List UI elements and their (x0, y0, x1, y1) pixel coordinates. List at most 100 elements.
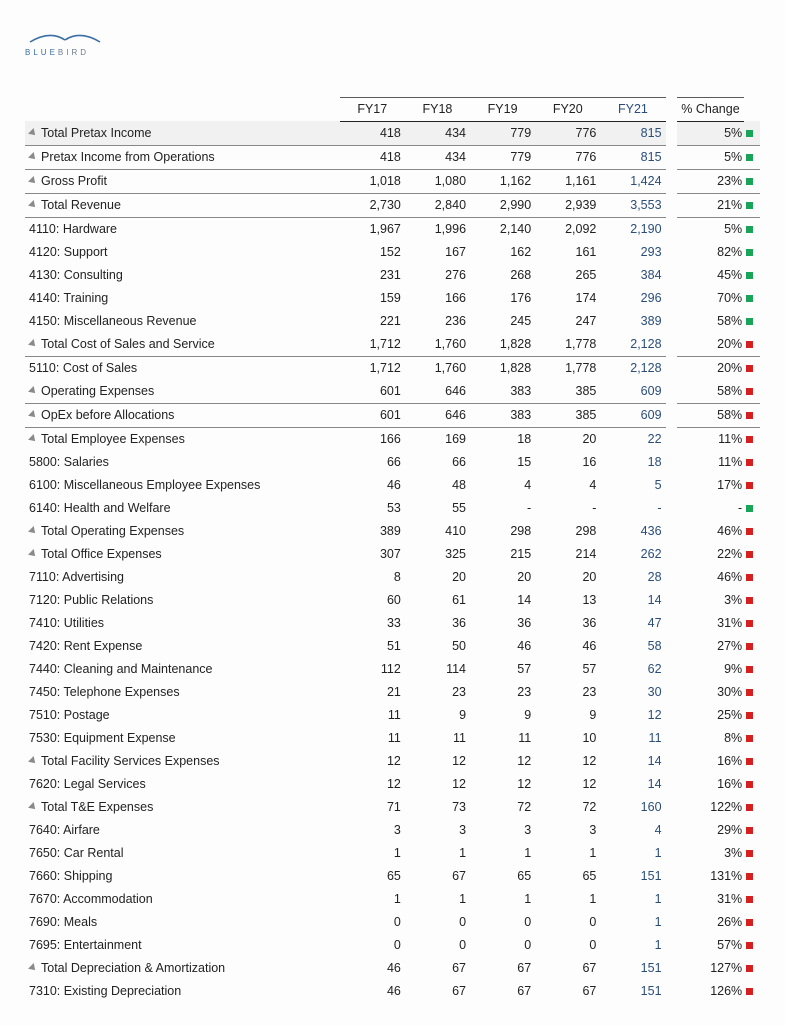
row-label-cell[interactable]: 4120: Support (25, 241, 340, 264)
table-row[interactable]: Total Employee Expenses16616918202211% (25, 427, 760, 451)
row-label-cell[interactable]: 5800: Salaries (25, 451, 340, 474)
table-row[interactable]: 7510: Postage119991225% (25, 704, 760, 727)
table-row[interactable]: Total T&E Expenses71737272160122% (25, 796, 760, 819)
col-fy17[interactable]: FY17 (340, 98, 405, 122)
table-row[interactable]: 7440: Cleaning and Maintenance1121145757… (25, 658, 760, 681)
row-label-cell[interactable]: Total Cost of Sales and Service (25, 333, 340, 357)
table-row[interactable]: Total Depreciation & Amortization4667676… (25, 957, 760, 980)
expand-icon[interactable] (28, 386, 38, 396)
row-label-cell[interactable]: Gross Profit (25, 169, 340, 193)
expand-icon[interactable] (28, 176, 38, 186)
table-row[interactable]: 7420: Rent Expense515046465827% (25, 635, 760, 658)
row-label-cell[interactable]: 7670: Accommodation (25, 888, 340, 911)
row-label-cell[interactable]: Total Revenue (25, 193, 340, 217)
table-row[interactable]: 5800: Salaries666615161811% (25, 451, 760, 474)
table-row[interactable]: 4140: Training15916617617429670% (25, 287, 760, 310)
row-label-cell[interactable]: OpEx before Allocations (25, 403, 340, 427)
row-label-cell[interactable]: 7660: Shipping (25, 865, 340, 888)
expand-icon[interactable] (28, 200, 38, 210)
table-row[interactable]: 7690: Meals0000126% (25, 911, 760, 934)
row-label-cell[interactable]: 4110: Hardware (25, 217, 340, 241)
expand-icon[interactable] (28, 339, 38, 349)
table-row[interactable]: Operating Expenses60164638338560958% (25, 380, 760, 404)
table-row[interactable]: Total Cost of Sales and Service1,7121,76… (25, 333, 760, 357)
table-row[interactable]: 7410: Utilities333636364731% (25, 612, 760, 635)
expand-icon[interactable] (28, 526, 38, 536)
expand-icon[interactable] (28, 549, 38, 559)
table-row[interactable]: 4150: Miscellaneous Revenue2212362452473… (25, 310, 760, 333)
table-row[interactable]: Total Facility Services Expenses12121212… (25, 750, 760, 773)
value-cell: 247 (535, 310, 600, 333)
col-fy21[interactable]: FY21 (600, 98, 665, 122)
table-row[interactable]: 6100: Miscellaneous Employee Expenses464… (25, 474, 760, 497)
table-row[interactable]: 7450: Telephone Expenses212323233030% (25, 681, 760, 704)
row-label-cell[interactable]: Total Office Expenses (25, 543, 340, 566)
row-label-cell[interactable]: 7110: Advertising (25, 566, 340, 589)
col-fy20[interactable]: FY20 (535, 98, 600, 122)
table-row[interactable]: 7120: Public Relations60611413143% (25, 589, 760, 612)
expand-icon[interactable] (28, 963, 38, 973)
table-row[interactable]: Total Revenue2,7302,8402,9902,9393,55321… (25, 193, 760, 217)
table-row[interactable]: 7695: Entertainment0000157% (25, 934, 760, 957)
expand-icon[interactable] (28, 434, 38, 444)
row-label-cell[interactable]: 7690: Meals (25, 911, 340, 934)
expand-icon[interactable] (28, 152, 38, 162)
expand-icon[interactable] (28, 410, 38, 420)
row-label-cell[interactable]: Total Depreciation & Amortization (25, 957, 340, 980)
table-row[interactable]: 7640: Airfare3333429% (25, 819, 760, 842)
table-row[interactable]: 7650: Car Rental111113% (25, 842, 760, 865)
pct-change-cell: 127% (677, 957, 744, 980)
row-label-cell[interactable]: 7120: Public Relations (25, 589, 340, 612)
pct-change-cell: 9% (677, 658, 744, 681)
value-cell: 2,990 (470, 193, 535, 217)
expand-icon[interactable] (28, 128, 38, 138)
table-row[interactable]: Total Office Expenses30732521521426222% (25, 543, 760, 566)
table-row[interactable]: Pretax Income from Operations41843477977… (25, 145, 760, 169)
table-row[interactable]: 7670: Accommodation1111131% (25, 888, 760, 911)
row-label-cell[interactable]: 7410: Utilities (25, 612, 340, 635)
pct-change-cell: 29% (677, 819, 744, 842)
row-label-cell[interactable]: Total T&E Expenses (25, 796, 340, 819)
row-label-cell[interactable]: 5110: Cost of Sales (25, 356, 340, 380)
table-row[interactable]: OpEx before Allocations60164638338560958… (25, 403, 760, 427)
table-row[interactable]: 4110: Hardware1,9671,9962,1402,0922,1905… (25, 217, 760, 241)
row-label-cell[interactable]: Operating Expenses (25, 380, 340, 404)
table-row[interactable]: Gross Profit1,0181,0801,1621,1611,42423% (25, 169, 760, 193)
row-label-cell[interactable]: 4130: Consulting (25, 264, 340, 287)
row-label-cell[interactable]: 4150: Miscellaneous Revenue (25, 310, 340, 333)
row-label-cell[interactable]: 7650: Car Rental (25, 842, 340, 865)
table-row[interactable]: 7620: Legal Services121212121416% (25, 773, 760, 796)
table-row[interactable]: 4120: Support15216716216129382% (25, 241, 760, 264)
row-label-cell[interactable]: 7420: Rent Expense (25, 635, 340, 658)
row-label-cell[interactable]: 7620: Legal Services (25, 773, 340, 796)
table-row[interactable]: Total Operating Expenses3894102982984364… (25, 520, 760, 543)
expand-icon[interactable] (28, 756, 38, 766)
col-fy19[interactable]: FY19 (470, 98, 535, 122)
row-label-cell[interactable]: 7440: Cleaning and Maintenance (25, 658, 340, 681)
table-row[interactable]: 5110: Cost of Sales1,7121,7601,8281,7782… (25, 356, 760, 380)
table-row[interactable]: 4130: Consulting23127626826538445% (25, 264, 760, 287)
col-fy18[interactable]: FY18 (405, 98, 470, 122)
table-row[interactable]: 7660: Shipping65676565151131% (25, 865, 760, 888)
table-row[interactable]: 7110: Advertising82020202846% (25, 566, 760, 589)
row-label-cell[interactable]: Total Facility Services Expenses (25, 750, 340, 773)
row-label-cell[interactable]: 7510: Postage (25, 704, 340, 727)
row-label-cell[interactable]: Total Employee Expenses (25, 427, 340, 451)
table-row[interactable]: Total Pretax Income4184347797768155% (25, 121, 760, 145)
row-label-cell[interactable]: 7530: Equipment Expense (25, 727, 340, 750)
expand-icon[interactable] (28, 802, 38, 812)
row-label-cell[interactable]: 6100: Miscellaneous Employee Expenses (25, 474, 340, 497)
row-label-cell[interactable]: 6140: Health and Welfare (25, 497, 340, 520)
col-pct-change[interactable]: % Change (677, 98, 744, 122)
row-label-cell[interactable]: Pretax Income from Operations (25, 145, 340, 169)
row-label-cell[interactable]: 7310: Existing Depreciation (25, 980, 340, 999)
row-label-cell[interactable]: Total Operating Expenses (25, 520, 340, 543)
row-label-cell[interactable]: 4140: Training (25, 287, 340, 310)
row-label-cell[interactable]: 7450: Telephone Expenses (25, 681, 340, 704)
row-label-cell[interactable]: 7640: Airfare (25, 819, 340, 842)
row-label-cell[interactable]: 7695: Entertainment (25, 934, 340, 957)
table-row[interactable]: 7310: Existing Depreciation4667676715112… (25, 980, 760, 999)
row-label-cell[interactable]: Total Pretax Income (25, 121, 340, 145)
table-row[interactable]: 7530: Equipment Expense11111110118% (25, 727, 760, 750)
table-row[interactable]: 6140: Health and Welfare5355---- (25, 497, 760, 520)
